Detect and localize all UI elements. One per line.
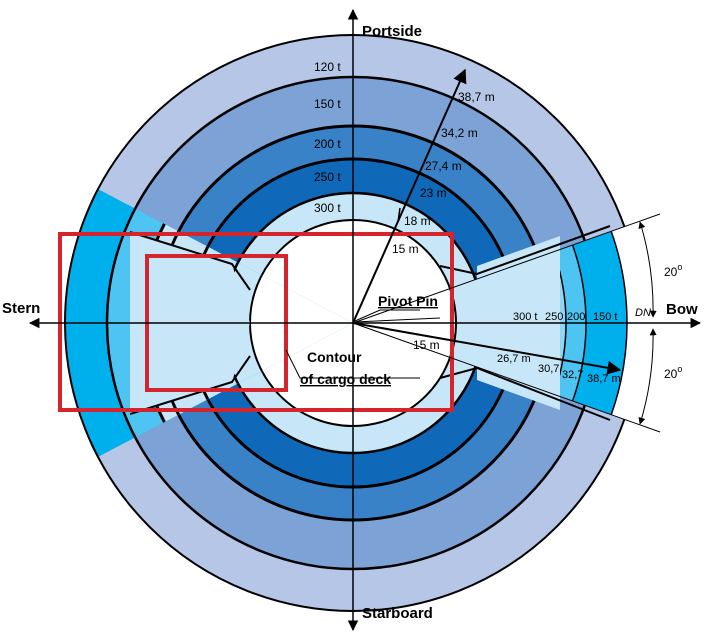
cap-right-3: 150 t bbox=[593, 311, 617, 323]
angle-arc-upper bbox=[638, 221, 657, 318]
radius-lower-3: 32,7 bbox=[562, 369, 583, 381]
label-stern: Stern bbox=[2, 300, 40, 317]
cap-top-1: 150 t bbox=[314, 97, 341, 111]
radius-upper-2: 23 m bbox=[420, 186, 447, 200]
cap-right-2: 200 bbox=[567, 311, 585, 323]
radius-arrow-lower bbox=[352, 322, 622, 375]
radius-lower-4: 38,7 m bbox=[587, 373, 621, 385]
cap-right-1: 250 bbox=[545, 311, 563, 323]
radius-lower-2: 30,7 bbox=[538, 363, 559, 375]
stern-notch-edge-upper bbox=[129, 231, 251, 291]
label-dn: DN bbox=[635, 307, 651, 319]
angle-line-upper bbox=[352, 213, 661, 324]
radius-upper-5: 38,7 m bbox=[458, 90, 495, 104]
radius-upper-0: 15 m bbox=[392, 242, 419, 256]
label-starboard: Starboard bbox=[362, 605, 433, 622]
label-contour-1: Contour bbox=[307, 349, 362, 365]
radius-arrow-upper bbox=[352, 68, 467, 324]
label-contour-2: of cargo deck bbox=[300, 371, 391, 387]
label-angle-lower: 20o bbox=[664, 364, 682, 381]
stern-notch-edge-lower bbox=[129, 355, 251, 415]
label-angle-upper: 20o bbox=[664, 262, 682, 279]
cap-top-0: 120 t bbox=[314, 60, 341, 74]
radius-lower-1: 26,7 m bbox=[497, 353, 531, 365]
pivot-leader bbox=[354, 309, 420, 322]
cap-top-4: 300 t bbox=[314, 201, 341, 215]
radius-upper-4: 34,2 m bbox=[441, 126, 478, 140]
angle-line-lower bbox=[352, 322, 661, 433]
angle-arc-lower bbox=[638, 328, 657, 425]
cap-top-3: 250 t bbox=[314, 170, 341, 184]
label-bow: Bow bbox=[666, 301, 698, 318]
label-pivot-pin: Pivot Pin bbox=[378, 293, 438, 309]
pivot-leader-2 bbox=[354, 317, 441, 323]
radius-upper-3: 27,4 m bbox=[425, 159, 462, 173]
radius-arrow-upper-tick1 bbox=[397, 207, 401, 223]
contour-leader bbox=[285, 349, 420, 379]
cap-top-2: 200 t bbox=[314, 137, 341, 151]
radius-upper-1: 18 m bbox=[404, 214, 431, 228]
radius-lower-0: 15 m bbox=[413, 338, 440, 352]
label-portside: Portside bbox=[362, 23, 422, 40]
cap-right-0: 300 t bbox=[513, 311, 537, 323]
